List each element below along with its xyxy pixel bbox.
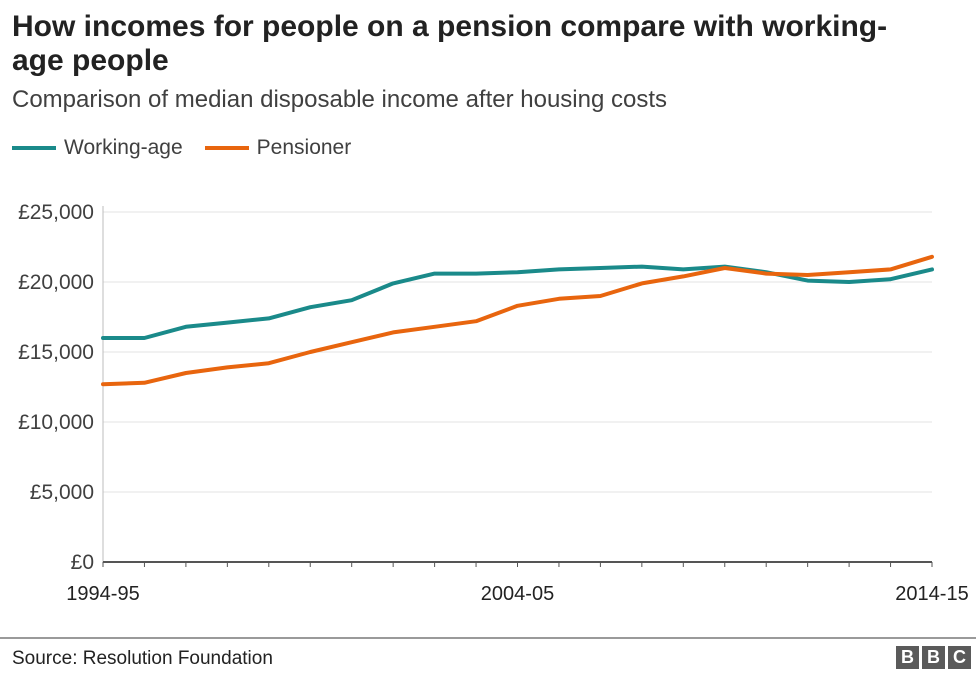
bbc-logo-letter: B (896, 646, 919, 669)
legend-item-working-age: Working-age (12, 136, 183, 160)
legend-label-working-age: Working-age (64, 136, 183, 159)
y-tick-label: £5,000 (30, 481, 94, 504)
bbc-logo-letter: B (922, 646, 945, 669)
line-chart: £0 £5,000 £10,000 £15,000 £20,000 £25,000 1994… (18, 201, 969, 605)
x-tick-label: 1994-95 (66, 583, 139, 605)
legend: Working-age Pensioner (12, 136, 373, 160)
y-tick-label: £20,000 (18, 271, 94, 294)
legend-label-pensioner: Pensioner (256, 136, 352, 159)
y-tick-label: £25,000 (18, 201, 94, 224)
legend-swatch-pensioner (204, 146, 249, 150)
series-line-pensioner (101, 254, 934, 387)
footer-divider (0, 637, 976, 639)
x-tick-label: 2004-05 (481, 583, 554, 605)
x-tick-label: 2014-15 (895, 583, 968, 605)
y-tick-label: £0 (71, 551, 94, 574)
series-line-working-age (101, 264, 934, 340)
legend-item-pensioner: Pensioner (204, 136, 352, 160)
chart-title: How incomes for people on a pension comp… (12, 10, 888, 77)
bbc-logo: B B C (896, 646, 971, 669)
y-tick-label: £15,000 (18, 341, 94, 364)
y-tick-label: £10,000 (18, 411, 94, 434)
source-note: Source: Resolution Foundation (12, 648, 273, 669)
legend-swatch-working-age (12, 146, 56, 150)
chart-subtitle: Comparison of median disposable income a… (12, 86, 668, 113)
bbc-logo-letter: C (948, 646, 971, 669)
